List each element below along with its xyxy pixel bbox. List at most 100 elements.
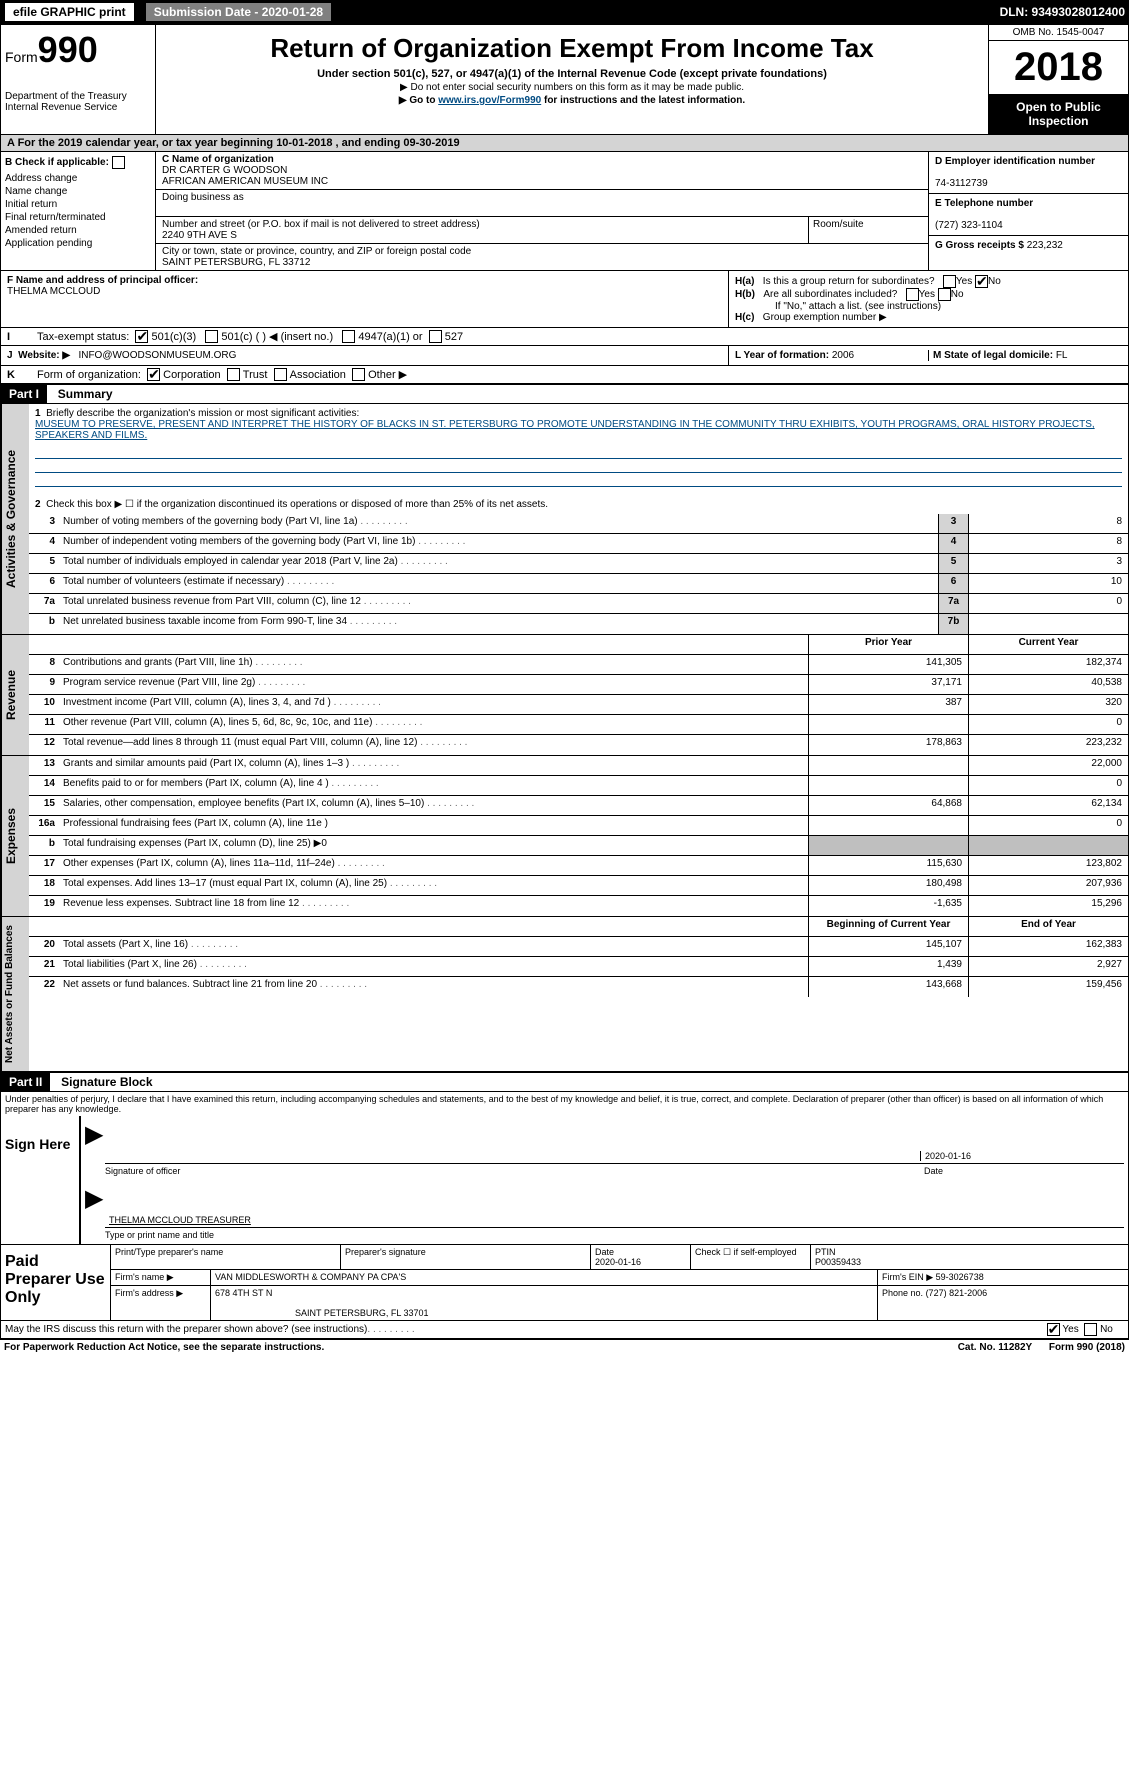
current-value: 22,000	[968, 756, 1128, 775]
name-title-label: Type or print name and title	[105, 1230, 1124, 1240]
corp-checkbox[interactable]	[147, 368, 160, 381]
line-text: Total unrelated business revenue from Pa…	[59, 594, 938, 613]
current-value: 2,927	[968, 957, 1128, 976]
sig-date: 2020-01-16	[920, 1151, 1120, 1161]
org-name-1: DR CARTER G WOODSON	[162, 165, 287, 176]
501c3-checkbox[interactable]	[135, 330, 148, 343]
line-text: Other expenses (Part IX, column (A), lin…	[59, 856, 808, 875]
hb-note: If "No," attach a list. (see instruction…	[735, 301, 1122, 312]
goto-note: ▶ Go to www.irs.gov/Form990 for instruct…	[164, 95, 980, 106]
ha-label: Is this a group return for subordinates?	[763, 276, 935, 287]
domicile: FL	[1056, 350, 1068, 361]
4947-checkbox[interactable]	[342, 330, 355, 343]
line-text: Total number of volunteers (estimate if …	[59, 574, 938, 593]
firm-ein-label: Firm's EIN ▶	[882, 1272, 933, 1282]
line-text: Net unrelated business taxable income fr…	[59, 614, 938, 634]
line-number: 13	[29, 756, 59, 775]
current-value	[968, 836, 1128, 855]
firm-phone: (727) 821-2006	[926, 1288, 988, 1298]
hb-label: Are all subordinates included?	[763, 289, 897, 300]
section-b-header: B Check if applicable:	[5, 156, 151, 169]
hb-yes-checkbox[interactable]	[906, 288, 919, 301]
begin-year-header: Beginning of Current Year	[808, 917, 968, 936]
data-line: 13 Grants and similar amounts paid (Part…	[29, 756, 1128, 776]
submission-date-button[interactable]: Submission Date - 2020-01-28	[145, 2, 332, 22]
firm-name: VAN MIDDLESWORTH & COMPANY PA CPA'S	[211, 1270, 878, 1285]
opt-address-change: Address change	[5, 173, 151, 184]
line-number: 5	[29, 554, 59, 573]
501c-checkbox[interactable]	[205, 330, 218, 343]
footer: For Paperwork Reduction Act Notice, see …	[0, 1340, 1129, 1355]
discuss-label: May the IRS discuss this return with the…	[5, 1324, 367, 1335]
line-number: 9	[29, 675, 59, 694]
data-line: 9 Program service revenue (Part VIII, li…	[29, 675, 1128, 695]
gov-line: 3 Number of voting members of the govern…	[29, 514, 1128, 534]
opt-pending: Application pending	[5, 238, 151, 249]
line-box: 4	[938, 534, 968, 553]
hb-no-checkbox[interactable]	[938, 288, 951, 301]
firm-ein: 59-3026738	[936, 1272, 984, 1282]
line-value: 0	[968, 594, 1128, 613]
firm-addr2: SAINT PETERSBURG, FL 33701	[215, 1308, 429, 1318]
line-k: K Form of organization: Corporation Trus…	[1, 366, 1128, 385]
prior-value	[808, 836, 968, 855]
paid-preparer-label: Paid Preparer Use Only	[1, 1245, 111, 1320]
firm-name-label: Firm's name ▶	[111, 1270, 211, 1285]
prior-value: 141,305	[808, 655, 968, 674]
discuss-yes-checkbox[interactable]	[1047, 1323, 1060, 1336]
line-number: 7a	[29, 594, 59, 613]
data-line: 10 Investment income (Part VIII, column …	[29, 695, 1128, 715]
prior-value	[808, 715, 968, 734]
line-text: Benefits paid to or for members (Part IX…	[59, 776, 808, 795]
current-value: 162,383	[968, 937, 1128, 956]
data-line: 22 Net assets or fund balances. Subtract…	[29, 977, 1128, 997]
line-text: Contributions and grants (Part VIII, lin…	[59, 655, 808, 674]
trust-checkbox[interactable]	[227, 368, 240, 381]
end-year-header: End of Year	[968, 917, 1128, 936]
527-checkbox[interactable]	[429, 330, 442, 343]
irs-link[interactable]: www.irs.gov/Form990	[438, 95, 541, 106]
discuss-no-checkbox[interactable]	[1084, 1323, 1097, 1336]
line-text: Net assets or fund balances. Subtract li…	[59, 977, 808, 997]
sig-officer-label: Signature of officer	[105, 1166, 924, 1176]
prior-value: 178,863	[808, 735, 968, 755]
line-value: 8	[968, 534, 1128, 553]
officer-name: THELMA MCCLOUD	[7, 286, 100, 297]
line-a: A For the 2019 calendar year, or tax yea…	[1, 135, 1128, 152]
line-text: Salaries, other compensation, employee b…	[59, 796, 808, 815]
current-value: 62,134	[968, 796, 1128, 815]
current-value: 182,374	[968, 655, 1128, 674]
line-text: Total revenue—add lines 8 through 11 (mu…	[59, 735, 808, 755]
line-number: 16a	[29, 816, 59, 835]
hb-tag: H(b)	[735, 289, 755, 300]
data-line: 20 Total assets (Part X, line 16) . . . …	[29, 937, 1128, 957]
prior-value	[808, 756, 968, 775]
dln-label: DLN: 93493028012400	[1000, 5, 1125, 19]
year-formation: 2006	[832, 350, 854, 361]
form-footer: Form 990 (2018)	[1049, 1342, 1125, 1353]
line-text: Professional fundraising fees (Part IX, …	[59, 816, 808, 835]
gov-line: 6 Total number of volunteers (estimate i…	[29, 574, 1128, 594]
form-subtitle: Under section 501(c), 527, or 4947(a)(1)…	[164, 68, 980, 80]
tax-exempt-label: Tax-exempt status:	[37, 331, 129, 343]
checkbox-icon[interactable]	[112, 156, 125, 169]
tax-year: 2018	[989, 41, 1128, 94]
ha-yes-checkbox[interactable]	[943, 275, 956, 288]
governance-section: Activities & Governance 1 Briefly descri…	[1, 404, 1128, 635]
gov-line: 4 Number of independent voting members o…	[29, 534, 1128, 554]
g-label: G Gross receipts $	[935, 240, 1024, 251]
f-label: F Name and address of principal officer:	[7, 275, 198, 286]
form-header: Form990 Department of the Treasury Inter…	[1, 25, 1128, 135]
assoc-checkbox[interactable]	[274, 368, 287, 381]
other-checkbox[interactable]	[352, 368, 365, 381]
rule-line	[35, 445, 1122, 459]
revenue-side-label: Revenue	[1, 635, 29, 755]
line-box: 6	[938, 574, 968, 593]
line-number: b	[29, 836, 59, 855]
line-box: 7a	[938, 594, 968, 613]
data-line: 16a Professional fundraising fees (Part …	[29, 816, 1128, 836]
opt-name-change: Name change	[5, 186, 151, 197]
ha-no-checkbox[interactable]	[975, 275, 988, 288]
arrow-icon: ▶	[85, 1185, 103, 1212]
efile-button[interactable]: efile GRAPHIC print	[4, 2, 135, 22]
